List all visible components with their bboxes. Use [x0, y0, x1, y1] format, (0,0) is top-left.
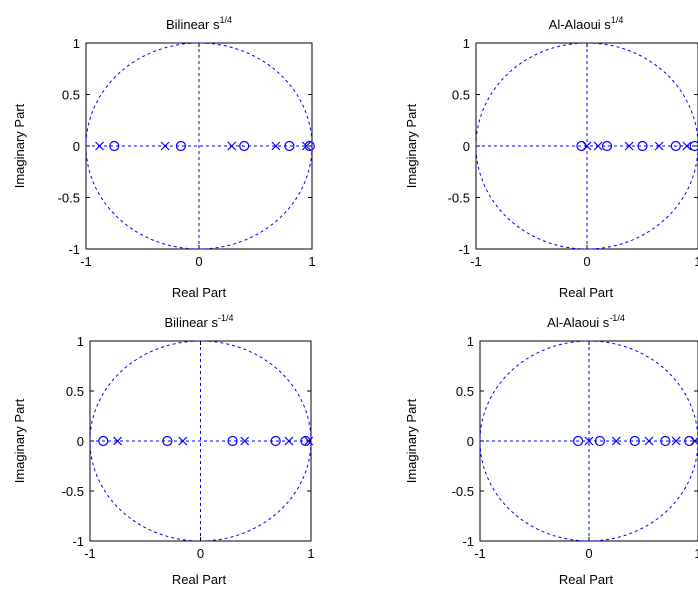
- zero-marker: [175, 140, 187, 152]
- y-tick-label: 1: [467, 334, 474, 349]
- y-tick-label: -1: [462, 534, 474, 549]
- x-tick-label: 1: [694, 546, 698, 561]
- pole-marker: [624, 141, 634, 151]
- zero-marker: [670, 140, 681, 152]
- zero-marker: [284, 140, 295, 152]
- y-tick-label: -0.5: [448, 191, 470, 206]
- ticks-layer: -1 0 1 1 0.5 0 -0.5 -1: [452, 334, 698, 561]
- panel-bilinear-pos: -1 0 110.50-0.5-1 Bilinear s1/4 Real Part …: [12, 15, 316, 300]
- pole-marker: [611, 436, 621, 446]
- y-tick-label: -1: [68, 242, 80, 257]
- x-tick-label: 0: [197, 546, 204, 561]
- y-tick-label: -1: [72, 534, 84, 549]
- zero-marker: [270, 435, 281, 447]
- x-tick-label: 1: [307, 546, 314, 561]
- y-axis-label: Imaginary Part: [12, 398, 27, 483]
- zero-marker: [98, 435, 109, 447]
- zero-marker: [629, 435, 640, 447]
- y-tick-label: 0: [77, 434, 84, 449]
- ticks-layer: -1 0 1 1 0.5 0 -0.5 -1: [448, 36, 698, 269]
- x-tick-label: 0: [585, 546, 592, 561]
- zero-marker: [239, 140, 250, 152]
- panel-alaoui-pos: -1 0 1 1 0.5 0 -0.5 -1 Al-Alaoui s1/4 Real Part…: [404, 15, 698, 300]
- plot-title: Al-Alaoui s1/4: [549, 15, 624, 32]
- pole-marker: [584, 436, 594, 446]
- zero-marker: [684, 435, 695, 447]
- y-axis-label: Imaginary Part: [12, 103, 27, 188]
- y-tick-label: -0.5: [58, 191, 80, 206]
- y-tick-label: 0: [463, 139, 470, 154]
- pole-marker: [227, 141, 237, 151]
- y-tick-label: 0: [73, 139, 80, 154]
- zero-marker: [601, 140, 613, 152]
- y-tick-label: 0.5: [66, 384, 84, 399]
- x-tick-label: 0: [583, 254, 590, 269]
- zero-marker: [594, 435, 606, 447]
- x-tick-label: -1: [84, 546, 96, 561]
- pole-marker: [682, 141, 692, 151]
- x-tick-label: 1: [308, 254, 315, 269]
- pole-marker: [178, 436, 188, 446]
- pole-marker: [654, 141, 664, 151]
- pole-marker: [271, 141, 281, 151]
- ticks-layer: -1 0 1 1 0.5 0 -0.5 -1: [62, 334, 315, 561]
- x-tick-label: 0: [195, 254, 202, 269]
- pole-marker: [301, 141, 311, 151]
- pole-marker: [644, 436, 654, 446]
- zero-marker: [576, 140, 587, 152]
- y-axis-label: Imaginary Part: [404, 398, 419, 483]
- zero-marker: [689, 140, 698, 152]
- pole-marker: [95, 141, 104, 151]
- x-tick-label: 1: [694, 254, 698, 269]
- pole-marker: [671, 436, 681, 446]
- y-tick-label: 1: [463, 36, 470, 51]
- zero-marker: [660, 435, 671, 447]
- x-tick-label: -1: [474, 546, 486, 561]
- plot-title: Bilinear s-1/4: [165, 313, 234, 330]
- pole-marker: [160, 141, 170, 151]
- zero-marker: [304, 140, 315, 152]
- y-tick-label: 0: [467, 434, 474, 449]
- x-tick-label: -1: [80, 254, 92, 269]
- x-tick-label: -1: [470, 254, 482, 269]
- y-tick-label: 0.5: [452, 88, 470, 103]
- zero-marker: [162, 435, 173, 447]
- pole-marker: [284, 436, 294, 446]
- y-tick-label: 0.5: [456, 384, 474, 399]
- plot-title: Al-Alaoui s-1/4: [547, 313, 625, 330]
- zero-marker: [227, 435, 238, 447]
- zero-marker: [109, 140, 120, 152]
- y-axis-label: Imaginary Part: [404, 103, 419, 188]
- zero-marker: [637, 140, 648, 152]
- pole-marker: [240, 436, 250, 446]
- x-axis-label: Real Part: [172, 572, 227, 587]
- y-tick-label: -0.5: [62, 484, 84, 499]
- plot-title: Bilinear s1/4: [166, 15, 232, 32]
- zero-marker: [572, 435, 584, 447]
- x-axis-label: Real Part: [172, 285, 227, 300]
- y-tick-label: -0.5: [452, 484, 474, 499]
- ticks-layer: -1 0 1 1 0.5 0 -0.5 -1: [58, 36, 316, 269]
- pole-marker: [582, 141, 592, 151]
- x-axis-label: Real Part: [559, 572, 614, 587]
- y-tick-label: -1: [458, 242, 470, 257]
- pole-marker: [113, 436, 123, 446]
- y-tick-label: 1: [77, 334, 84, 349]
- y-tick-label: 0.5: [62, 88, 80, 103]
- panel-bilinear-neg: -1 0 1 1 0.5 0 -0.5 -1 Bilinear s-1/4 Real Part…: [12, 313, 315, 587]
- y-tick-label: 1: [73, 36, 80, 51]
- pole-marker: [593, 141, 603, 151]
- panel-alaoui-neg: -1 0 1 1 0.5 0 -0.5 -1 Al-Alaoui s-1/4 Real Par…: [404, 313, 698, 587]
- marks-layer: [475, 42, 698, 250]
- x-axis-label: Real Part: [559, 285, 614, 300]
